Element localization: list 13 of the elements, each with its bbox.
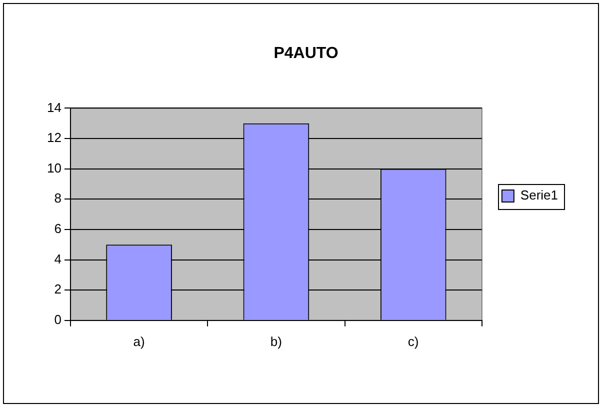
x-tick-label: b) — [270, 334, 282, 349]
chart-title: P4AUTO — [274, 45, 338, 62]
y-tick-label: 12 — [46, 130, 62, 146]
y-tick-label: 10 — [46, 160, 62, 176]
y-tick-label: 6 — [54, 221, 62, 236]
y-tick-label: 2 — [54, 282, 62, 297]
x-tick-label: a) — [133, 334, 145, 349]
x-tick-label: c) — [408, 334, 419, 349]
y-tick-label: 14 — [46, 100, 62, 115]
y-tick-label: 0 — [54, 312, 62, 327]
legend-label: Serie1 — [520, 188, 558, 203]
y-tick-label: 8 — [54, 190, 62, 206]
y-tick-label: 4 — [54, 251, 62, 266]
